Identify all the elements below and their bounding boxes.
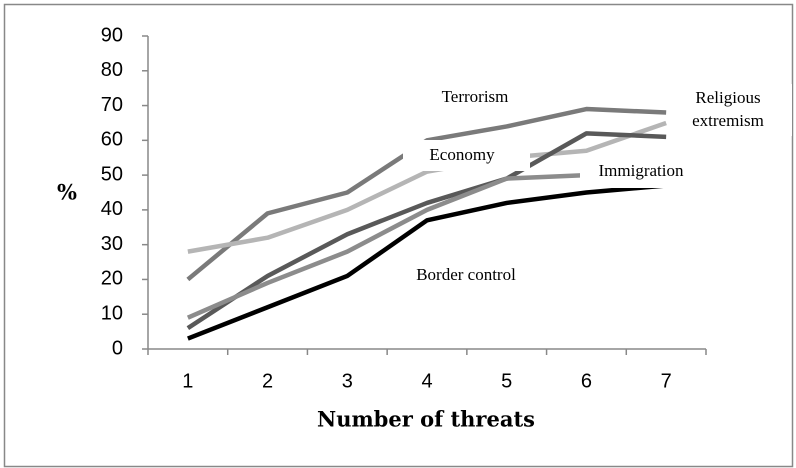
- y-tick-label: 90: [101, 24, 123, 46]
- x-tick-label: 6: [581, 370, 592, 392]
- series-label: Religious extremism: [692, 88, 764, 130]
- y-tick-label: 30: [101, 233, 123, 255]
- x-tick-label: 2: [262, 370, 273, 392]
- x-axis-label: Number of threats: [317, 407, 535, 432]
- series-label: Terrorism: [442, 87, 509, 106]
- chart-frame: [3, 3, 794, 468]
- y-tick-label: 40: [101, 198, 123, 220]
- x-tick-label: 5: [501, 370, 512, 392]
- y-tick-label: 0: [112, 337, 123, 359]
- y-axis-label: %: [57, 180, 77, 205]
- y-tick-label: 60: [101, 129, 123, 151]
- series-line: [187, 120, 667, 254]
- series-label: Immigration: [599, 161, 684, 180]
- x-tick-label: 4: [421, 370, 432, 392]
- y-tick-label: 20: [101, 268, 123, 290]
- y-tick-label: 10: [101, 303, 123, 325]
- y-tick-label: 70: [101, 94, 123, 116]
- label-box: [403, 140, 530, 171]
- label-box: [682, 84, 792, 136]
- series-line: [187, 183, 667, 341]
- label-box: [580, 157, 700, 188]
- series-line: [186, 131, 667, 331]
- x-tick-label: 7: [661, 370, 672, 392]
- series-label: Economy: [429, 145, 495, 164]
- y-tick-label: 80: [101, 59, 123, 81]
- x-tick-label: 3: [342, 370, 353, 392]
- x-tick-label: 1: [182, 370, 193, 392]
- series-label: Border control: [416, 265, 516, 284]
- y-tick-label: 50: [101, 163, 123, 185]
